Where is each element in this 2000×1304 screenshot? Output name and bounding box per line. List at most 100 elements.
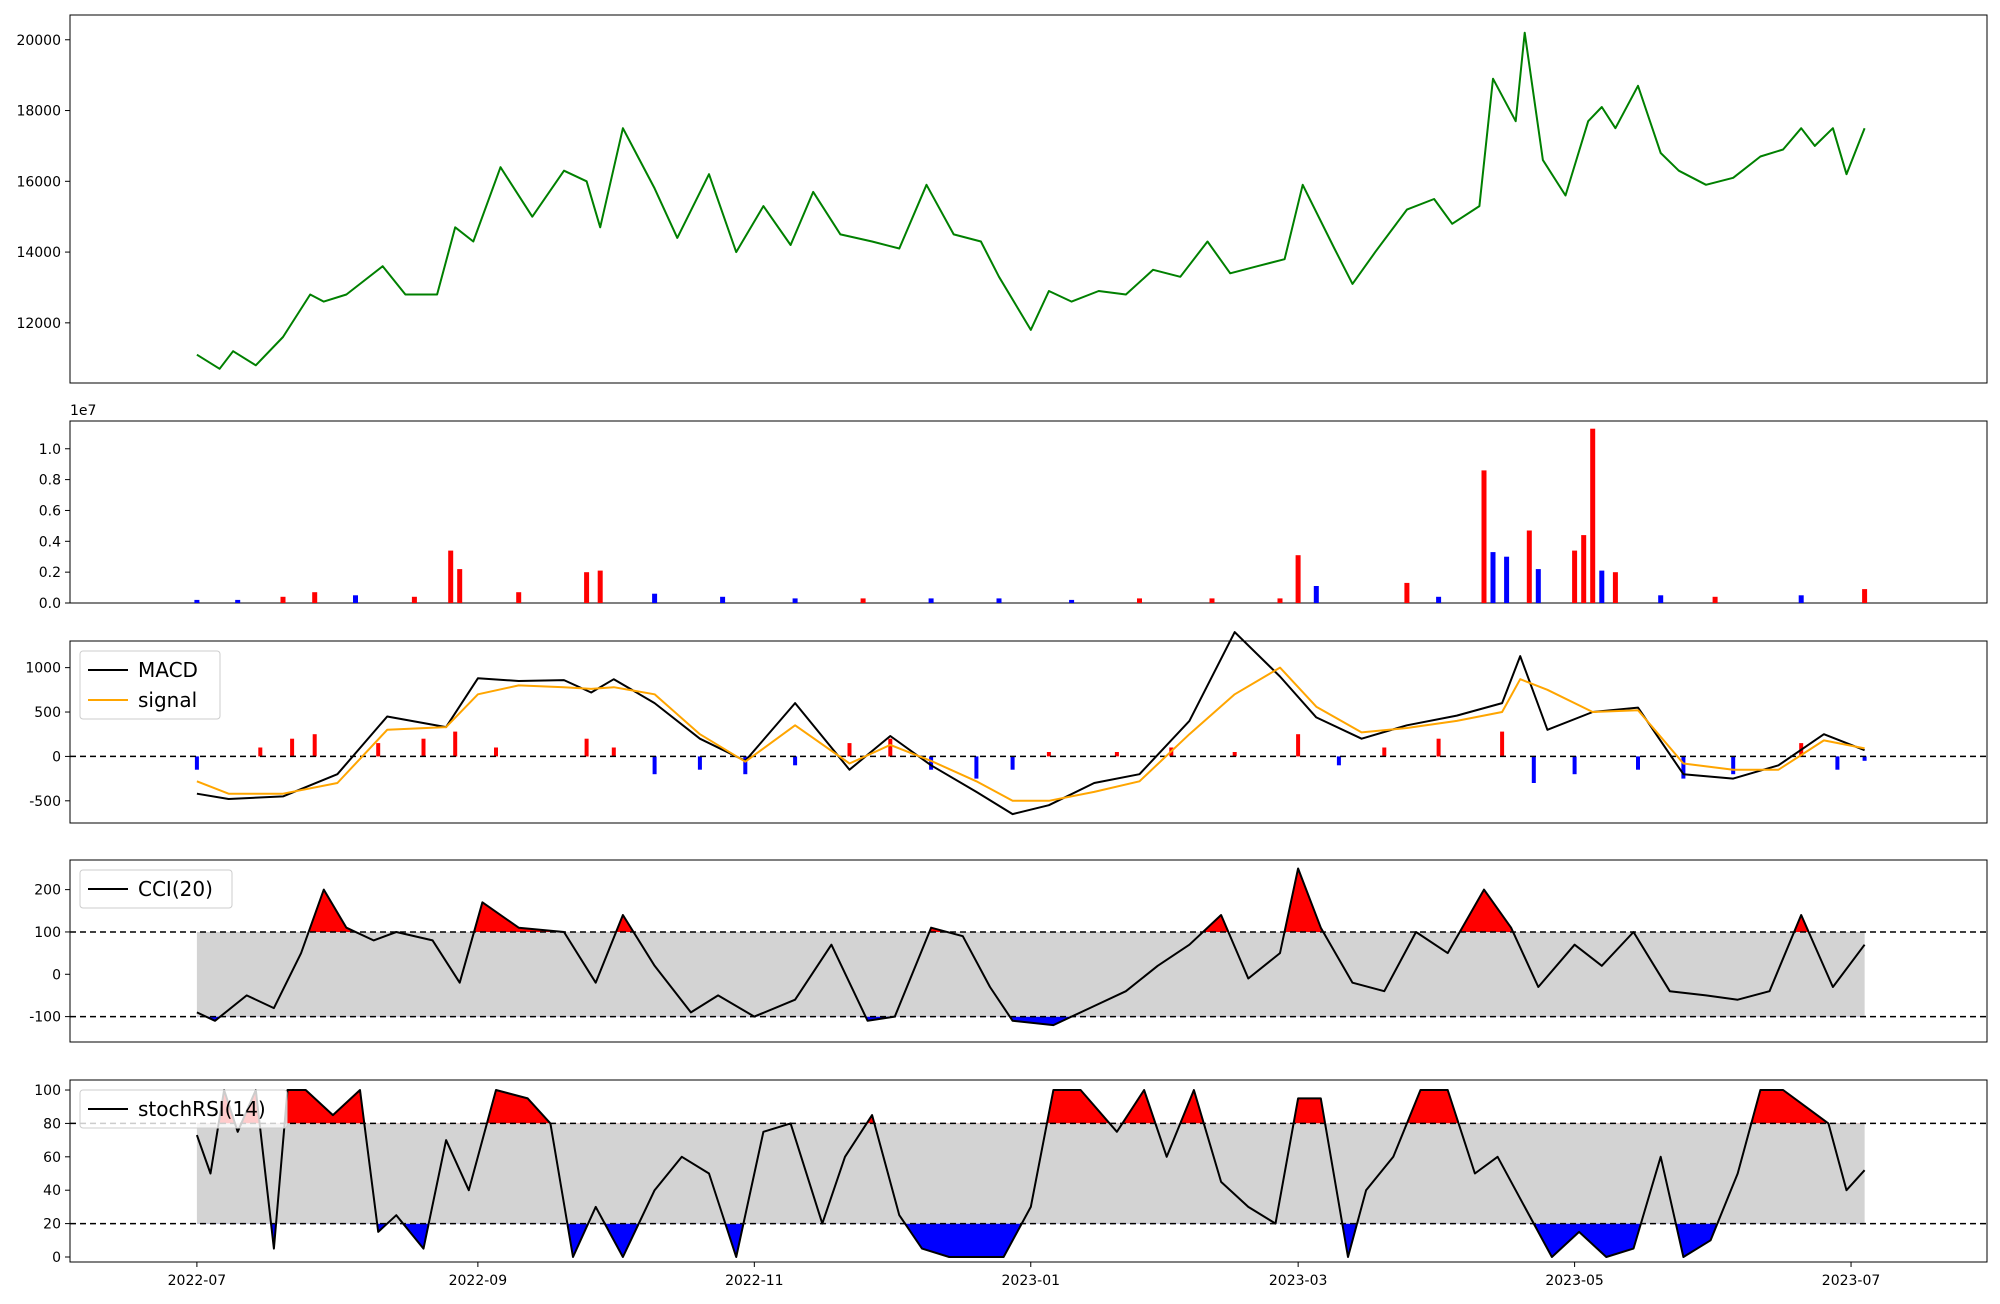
y-tick-label: 500 bbox=[34, 705, 61, 721]
macd-histogram-bar bbox=[1114, 752, 1119, 757]
macd-histogram-bar bbox=[974, 756, 979, 779]
y-tick-label: 0 bbox=[52, 749, 61, 765]
macd-histogram-bar bbox=[1296, 734, 1301, 757]
x-tick-label: 2023-05 bbox=[1545, 1273, 1604, 1289]
y-tick-label: 14000 bbox=[16, 245, 61, 261]
volume-bar bbox=[457, 569, 463, 603]
x-tick-label: 2023-01 bbox=[1002, 1273, 1061, 1289]
stochrsi-overbought-fill bbox=[196, 1090, 1865, 1124]
legend-label: stochRSI(14) bbox=[138, 1097, 266, 1121]
volume-bar bbox=[1277, 598, 1283, 603]
volume-bar bbox=[1404, 582, 1410, 603]
volume-bar bbox=[353, 595, 358, 603]
volume-bar bbox=[1313, 586, 1319, 603]
cci-line bbox=[196, 867, 1866, 1027]
macd-histogram-bar bbox=[194, 756, 199, 770]
y-tick-label: 100 bbox=[34, 1083, 61, 1099]
macd-histogram-bar bbox=[1382, 747, 1387, 757]
macd-histogram-bar bbox=[1046, 752, 1051, 757]
volume-bar bbox=[1490, 552, 1496, 603]
macd-histogram-bar bbox=[1232, 752, 1237, 757]
macd-histogram-bar bbox=[494, 747, 498, 757]
legend-box bbox=[79, 650, 221, 720]
y-tick-label: 18000 bbox=[16, 104, 61, 120]
volume-bar bbox=[312, 592, 318, 603]
legend-stochrsi: stochRSI(14) bbox=[79, 1089, 288, 1129]
volume-bar bbox=[652, 593, 658, 603]
macd-histogram-bar bbox=[376, 743, 381, 757]
volume-bar bbox=[1069, 599, 1075, 603]
legend-label: signal bbox=[138, 688, 197, 712]
volume-bar bbox=[1599, 570, 1605, 603]
macd-histogram-bar bbox=[743, 756, 748, 775]
y-tick-label: 0 bbox=[52, 967, 61, 983]
macd-line bbox=[196, 631, 1865, 816]
macd-histogram-bar bbox=[1572, 756, 1577, 775]
axes-frame-cci bbox=[69, 859, 1988, 1043]
y-tick-label: 0.4 bbox=[39, 534, 61, 550]
x-tick-label: 2022-09 bbox=[449, 1273, 508, 1289]
y-tick-label: 80 bbox=[43, 1116, 61, 1132]
y-tick-label: 0.8 bbox=[39, 473, 61, 489]
volume-bar bbox=[1436, 596, 1442, 603]
volume-bar bbox=[1572, 550, 1578, 603]
y-tick-label: 1000 bbox=[25, 661, 61, 677]
volume-bar bbox=[584, 572, 590, 603]
y-tick-label: 0.6 bbox=[39, 503, 61, 519]
price-line bbox=[196, 31, 1866, 370]
y-tick-label: 40 bbox=[43, 1183, 61, 1199]
macd-histogram-bar bbox=[312, 734, 317, 757]
volume-bar bbox=[1612, 572, 1618, 603]
volume-bar bbox=[1712, 596, 1718, 603]
y-tick-label: 200 bbox=[34, 883, 61, 899]
volume-bar bbox=[235, 599, 241, 603]
macd-histogram-bar bbox=[847, 743, 852, 757]
signal-line bbox=[196, 666, 1865, 802]
volume-bar bbox=[194, 599, 200, 603]
macd-histogram-bar bbox=[1835, 756, 1840, 770]
macd-histogram-bar bbox=[652, 756, 657, 775]
macd-histogram-bar bbox=[1681, 756, 1686, 779]
volume-bar bbox=[1535, 569, 1541, 603]
macd-histogram-bar bbox=[258, 747, 263, 757]
macd-histogram-bar bbox=[1862, 756, 1867, 761]
x-tick-label: 2022-07 bbox=[168, 1273, 227, 1289]
legend-cci: CCI(20) bbox=[79, 869, 233, 909]
x-tick-label: 2023-07 bbox=[1822, 1273, 1881, 1289]
y-tick-label: -500 bbox=[29, 794, 61, 810]
volume-bar bbox=[280, 596, 286, 603]
cci-neutral-band bbox=[196, 931, 1865, 1017]
legend-label: CCI(20) bbox=[138, 877, 213, 901]
macd-histogram-bar bbox=[1336, 756, 1341, 766]
macd-histogram-bar bbox=[1731, 756, 1736, 775]
volume-bar bbox=[1581, 535, 1587, 603]
macd-histogram-bar bbox=[290, 738, 295, 757]
y-tick-label: 100 bbox=[34, 925, 61, 941]
y-tick-label: -100 bbox=[29, 1010, 61, 1026]
macd-histogram-bar bbox=[611, 747, 616, 757]
x-tick-label: 2022-11 bbox=[725, 1273, 784, 1289]
y-tick-label: 16000 bbox=[16, 174, 61, 190]
macd-histogram-bar bbox=[1500, 731, 1505, 757]
volume-bar bbox=[1862, 589, 1868, 603]
y-offset-label: 1e7 bbox=[70, 403, 96, 419]
stochrsi-oversold-fill bbox=[196, 1223, 1865, 1257]
volume-bar bbox=[792, 598, 798, 603]
volume-bar bbox=[516, 592, 522, 603]
legend-macd: MACD signal bbox=[79, 650, 221, 720]
macd-histogram-bar bbox=[584, 738, 589, 757]
volume-bar bbox=[597, 570, 603, 603]
y-tick-label: 0.0 bbox=[39, 596, 61, 612]
axes-frame-volume bbox=[69, 420, 1988, 604]
legend-label: MACD bbox=[138, 658, 198, 682]
y-tick-label: 0 bbox=[52, 1250, 61, 1266]
macd-histogram-bar bbox=[421, 738, 426, 757]
macd-histogram-bar bbox=[697, 756, 702, 770]
x-tick-label: 2023-03 bbox=[1269, 1273, 1328, 1289]
y-tick-label: 60 bbox=[43, 1150, 61, 1166]
volume-bar bbox=[996, 598, 1002, 603]
macd-histogram-bar bbox=[929, 756, 934, 770]
volume-bar bbox=[1504, 556, 1510, 603]
